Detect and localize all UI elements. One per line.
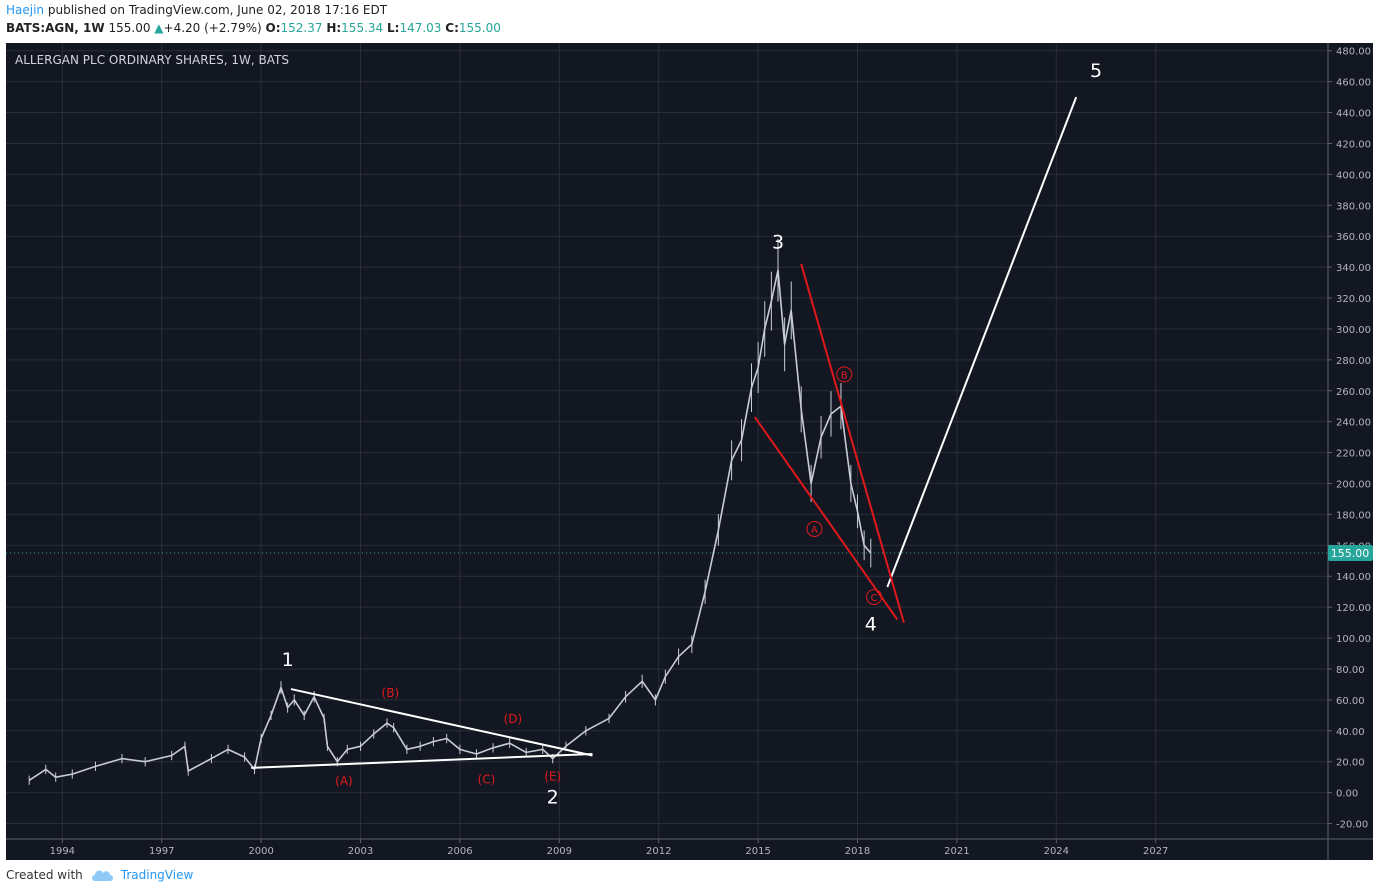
x-tick-label: 2024 <box>1044 846 1069 857</box>
annotations: 1 2 3 4 5 (A) (B) (C) (D) (E) A B C <box>282 60 1103 808</box>
x-tick-label: 2015 <box>745 846 770 857</box>
open-value: 152.37 <box>280 21 323 35</box>
y-tick-label: 360.00 <box>1336 232 1371 243</box>
y-tick-label: 280.00 <box>1336 356 1371 367</box>
brand-name: TradingView <box>120 868 194 882</box>
cloud-icon <box>91 870 113 881</box>
trendlines <box>251 96 1078 769</box>
price-series <box>28 238 872 785</box>
open-label: O: <box>265 21 281 35</box>
tradingview-link[interactable]: TradingView <box>91 868 194 882</box>
chart-background <box>6 43 1373 860</box>
wedge-upper-line <box>800 263 905 623</box>
x-tick-label: 2009 <box>547 846 572 857</box>
subwave-label: (C) <box>478 772 496 786</box>
chart-title: ALLERGAN PLC ORDINARY SHARES, 1W, BATS <box>15 53 289 67</box>
symbol-ohlc-bar: BATS:AGN, 1W 155.00 ▲+4.20 (+2.79%) O:15… <box>6 21 501 35</box>
close-label: C: <box>445 21 459 35</box>
high-label: H: <box>326 21 342 35</box>
y-tick-label: 400.00 <box>1336 170 1371 181</box>
y-tick-label: 420.00 <box>1336 139 1371 150</box>
subwave-label: (B) <box>382 686 400 700</box>
y-tick-label: 220.00 <box>1336 449 1371 460</box>
y-tick-label: 320.00 <box>1336 294 1371 305</box>
triangle-upper-line <box>290 688 593 757</box>
y-tick-label: -20.00 <box>1336 820 1368 831</box>
triangle-up-icon: ▲ <box>154 21 164 35</box>
y-tick-label: 260.00 <box>1336 387 1371 398</box>
last-price: 155.00 <box>108 21 151 35</box>
subwave-label: C <box>871 593 878 604</box>
close-value: 155.00 <box>458 21 501 35</box>
subwave-label: (E) <box>544 769 561 783</box>
low-label: L: <box>387 21 400 35</box>
x-tick-label: 2003 <box>348 846 373 857</box>
y-tick-label: 340.00 <box>1336 263 1371 274</box>
change-value: +4.20 (+2.79%) <box>163 21 262 35</box>
y-tick-label: 200.00 <box>1336 480 1371 491</box>
y-tick-label: 380.00 <box>1336 201 1371 212</box>
triangle-lower-line <box>251 752 593 769</box>
wave-label: 1 <box>282 649 294 671</box>
x-tick-label: 2021 <box>944 846 969 857</box>
y-tick-label: 180.00 <box>1336 510 1371 521</box>
subwave-label: (D) <box>504 712 523 726</box>
x-tick-label: 1997 <box>149 846 174 857</box>
last-price-label: 155.00 <box>1331 547 1370 560</box>
circle-marker <box>806 520 823 537</box>
circle-marker <box>836 366 853 383</box>
last-price-tag: 155.00 <box>1328 545 1373 562</box>
publish-info: Haejin published on TradingView.com, Jun… <box>6 3 387 17</box>
x-tick-label: 2027 <box>1143 846 1168 857</box>
y-tick-label: 480.00 <box>1336 47 1371 58</box>
x-tick-label: 1994 <box>50 846 75 857</box>
price-chart[interactable]: 1 2 3 4 5 (A) (B) (C) (D) (E) A B C ALLERGAN PLC ORD… <box>6 43 1373 860</box>
low-value: 147.03 <box>399 21 442 35</box>
symbol-label: BATS:AGN, 1W <box>6 21 105 35</box>
wave5-projection-line <box>886 96 1078 588</box>
y-tick-label: 140.00 <box>1336 572 1371 583</box>
subwave-label: A <box>811 525 818 536</box>
price-axis[interactable]: 480.00 460.00 440.00 420.00 400.00 380.00 360.… <box>1328 47 1371 831</box>
high-value: 155.34 <box>341 21 384 35</box>
y-tick-label: 440.00 <box>1336 109 1371 120</box>
wave-label: 3 <box>772 232 784 254</box>
published-text: published on TradingView.com, June 02, 2… <box>47 3 388 17</box>
created-with-text: Created with <box>6 868 83 882</box>
y-tick-label: 60.00 <box>1336 696 1365 707</box>
y-tick-label: 300.00 <box>1336 325 1371 336</box>
x-tick-label: 2000 <box>248 846 273 857</box>
y-tick-label: 120.00 <box>1336 603 1371 614</box>
author-link[interactable]: Haejin <box>6 3 45 17</box>
wave-label: 2 <box>547 786 559 808</box>
y-tick-label: 80.00 <box>1336 665 1365 676</box>
subwave-label: B <box>841 370 848 381</box>
y-tick-label: 240.00 <box>1336 418 1371 429</box>
x-tick-label: 2006 <box>447 846 472 857</box>
wedge-lower-line <box>753 416 899 621</box>
subwave-label: (A) <box>335 774 353 788</box>
y-tick-label: 460.00 <box>1336 78 1371 89</box>
footer: Created with TradingView <box>6 868 193 882</box>
time-axis[interactable]: 1994 1997 2000 2003 2006 2009 2012 2015 2018 2021… <box>50 839 1169 857</box>
y-tick-label: 0.00 <box>1336 789 1358 800</box>
circle-marker <box>866 588 883 605</box>
x-tick-label: 2012 <box>646 846 671 857</box>
wave-label: 4 <box>865 613 877 635</box>
grid <box>6 43 1328 839</box>
x-tick-label: 2018 <box>845 846 870 857</box>
y-tick-label: 100.00 <box>1336 634 1371 645</box>
wave-label: 5 <box>1090 60 1102 82</box>
y-tick-label: 20.00 <box>1336 758 1365 769</box>
y-tick-label: 40.00 <box>1336 727 1365 738</box>
